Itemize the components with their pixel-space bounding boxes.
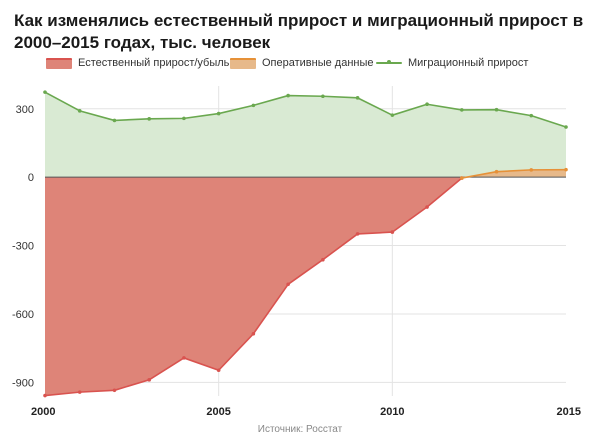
point-migration-growth-2003	[147, 117, 151, 121]
legend-swatch-natural-growth	[46, 57, 72, 69]
point-migration-growth-2007	[286, 93, 290, 98]
point-natural-growth-2002	[112, 388, 117, 393]
point-migration-growth-2011	[425, 102, 429, 107]
point-migration-growth-2012	[460, 108, 464, 112]
point-natural-growth-2004	[182, 356, 186, 360]
point-operational-data-2012	[460, 176, 464, 180]
line-operational-data	[461, 168, 567, 179]
x-tick-label-2000: 2000	[31, 406, 55, 418]
point-migration-growth-2013	[494, 107, 499, 112]
area-natural-growth	[45, 177, 462, 396]
point-operational-data-2015	[564, 167, 568, 172]
point-natural-growth-2006	[251, 331, 256, 336]
chart-legend: Естественный прирост/убыль Оперативные д…	[0, 55, 600, 71]
source-note: Источник: Росстат	[257, 424, 343, 435]
x-tick-label-2005: 2005	[206, 406, 230, 418]
y-tick-label-300: 300	[16, 104, 34, 116]
legend-item-natural-growth: Естественный прирост/убыль	[46, 55, 229, 71]
point-operational-data-2014	[529, 168, 534, 172]
point-natural-growth-2007	[286, 282, 290, 287]
point-migration-growth-2002	[112, 118, 117, 123]
legend-label-natural-growth: Естественный прирост/убыль	[78, 57, 230, 69]
point-natural-growth-2008	[321, 257, 325, 262]
y-tick-label--600: -600	[12, 309, 34, 321]
point-natural-growth-2010	[390, 230, 395, 234]
point-natural-growth-2009	[355, 232, 360, 236]
point-migration-growth-2000	[43, 90, 47, 94]
point-migration-growth-2006	[251, 103, 256, 108]
point-migration-growth-2010	[390, 113, 395, 117]
point-migration-growth-2008	[321, 94, 325, 99]
chart-title: Как изменялись естественный прирост и ми…	[14, 11, 584, 52]
point-migration-growth-2009	[355, 96, 360, 100]
legend-swatch-operational-data	[230, 57, 256, 69]
legend-label-migration-growth: Миграционный прирост	[408, 57, 529, 69]
y-tick-label--900: -900	[12, 377, 34, 389]
legend-item-migration-growth: Миграционный прирост	[376, 55, 528, 71]
area-operational-data	[461, 169, 566, 179]
point-migration-growth-2015	[564, 125, 568, 129]
x-tick-label-2015: 2015	[557, 406, 581, 418]
legend-item-operational-data: Оперативные данные	[230, 55, 374, 71]
point-operational-data-2013	[494, 169, 499, 174]
point-migration-growth-2004	[182, 116, 186, 121]
legend-swatch-migration-growth	[376, 60, 402, 64]
line-migration-growth	[44, 91, 567, 128]
point-natural-growth-2000	[43, 393, 47, 398]
y-tick-label-0: 0	[28, 172, 34, 184]
area-migration-growth	[45, 92, 566, 178]
point-natural-growth-2011	[425, 205, 429, 209]
point-natural-growth-2001	[77, 390, 82, 394]
point-migration-growth-2014	[529, 113, 534, 118]
x-tick-label-2010: 2010	[380, 406, 404, 418]
legend-label-operational-data: Оперативные данные	[262, 57, 374, 69]
point-natural-growth-2005	[216, 368, 221, 373]
y-tick-label--300: -300	[12, 241, 34, 253]
point-migration-growth-2001	[77, 109, 82, 113]
point-natural-growth-2003	[147, 378, 151, 382]
point-migration-growth-2005	[216, 111, 221, 116]
